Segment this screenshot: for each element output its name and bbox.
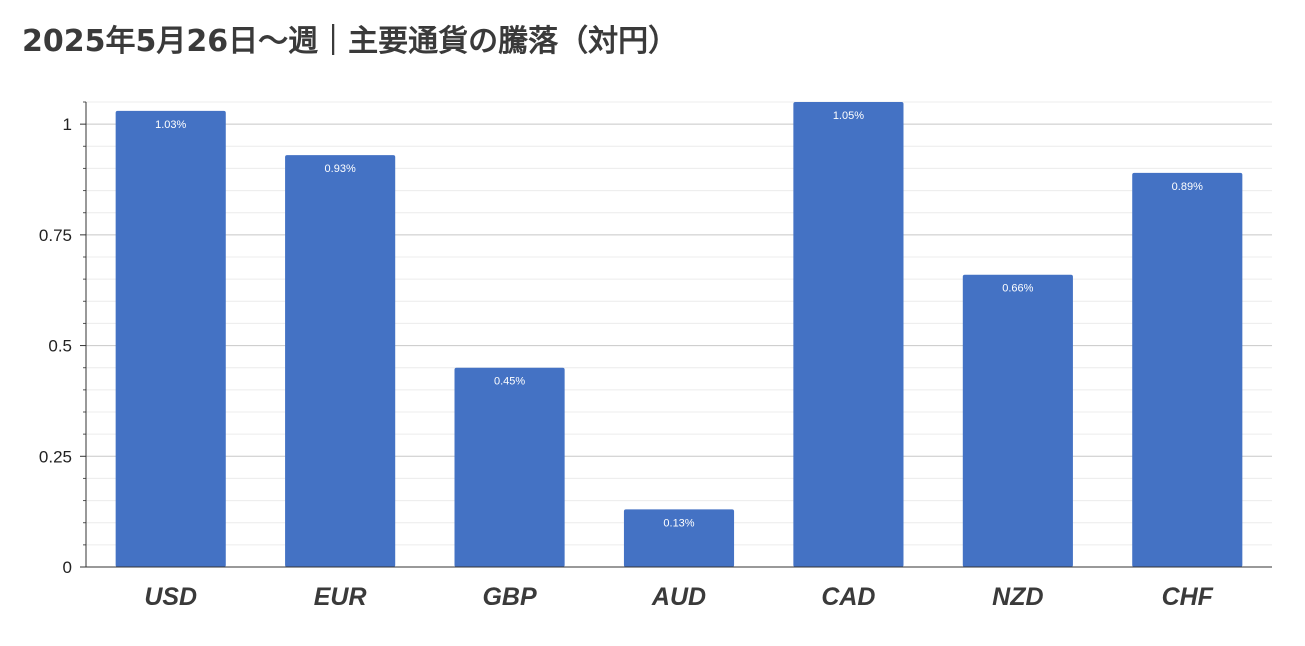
x-category-label: AUD <box>651 583 706 611</box>
axes <box>80 101 1272 568</box>
x-category-label: GBP <box>482 583 537 611</box>
y-tick-label: 0.75 <box>39 226 72 245</box>
y-tick-label: 0 <box>63 558 72 577</box>
x-category-label: EUR <box>314 583 367 611</box>
labels: 0 0.25 0.5 0.75 1 1.03% USD 0.93% EUR 0.45% GBP 0.1… <box>39 110 1214 611</box>
bar <box>623 509 735 567</box>
x-category-label: USD <box>144 583 197 611</box>
bar <box>962 274 1073 567</box>
bar-data-label: 0.89% <box>1172 181 1203 193</box>
bar-data-label: 1.03% <box>155 119 186 131</box>
bar-data-label: 0.13% <box>663 517 694 529</box>
bar <box>454 367 565 567</box>
y-tick-label: 0.5 <box>48 337 72 356</box>
y-tick-label: 1 <box>63 115 72 134</box>
gridlines <box>86 101 1272 546</box>
bars <box>115 102 1243 567</box>
y-tick-label: 0.25 <box>39 447 72 466</box>
bar <box>1132 172 1243 567</box>
bar-data-label: 0.93% <box>325 163 356 175</box>
bar <box>793 102 904 567</box>
bar-data-label: 0.45% <box>494 376 525 388</box>
bar <box>115 110 226 567</box>
bar <box>285 155 396 567</box>
bar-data-label: 0.66% <box>1002 283 1033 295</box>
chart-title: 2025年5月26日～週｜主要通貨の騰落（対円） <box>22 24 679 59</box>
x-category-label: CAD <box>821 583 875 611</box>
x-category-label: CHF <box>1162 583 1214 611</box>
x-category-label: NZD <box>992 583 1043 611</box>
bar-data-label: 1.05% <box>833 110 864 122</box>
